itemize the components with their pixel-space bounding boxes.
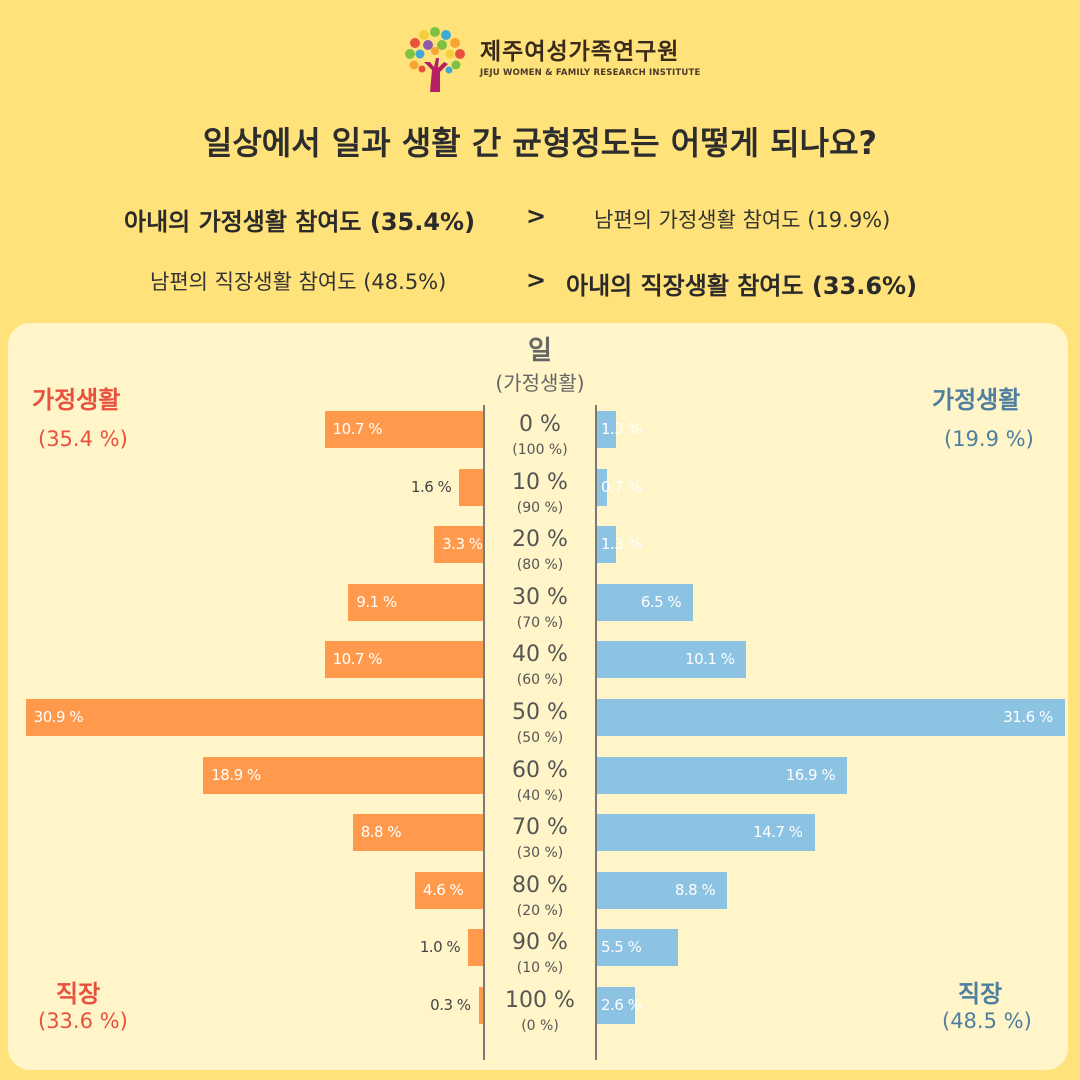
- right-bar: [597, 987, 636, 1024]
- left-bar: [459, 468, 483, 506]
- category-label: 30 %: [512, 584, 568, 610]
- category-sublabel: (20 %): [516, 902, 564, 919]
- right-bar: [597, 526, 617, 564]
- right-bar: [597, 641, 747, 679]
- right-top-percent: (19.9 %): [944, 427, 1034, 451]
- category-sublabel: (50 %): [516, 730, 564, 746]
- left-bar: [468, 929, 483, 967]
- left-bar-label: 0.3 %: [430, 996, 471, 1014]
- right-bar-label: 10.1 %: [685, 650, 735, 669]
- right-bar: [597, 468, 608, 506]
- comparison-2-operator: >: [526, 266, 547, 294]
- left-bar: [434, 526, 483, 564]
- left-bar: [324, 411, 483, 448]
- left-bar-label: 1.6 %: [410, 477, 452, 496]
- left-bar: [324, 641, 483, 679]
- category-label: 70 %: [512, 815, 568, 841]
- tree-logo-icon: [405, 27, 465, 92]
- left-bottom-percent: (33.6 %): [38, 1009, 128, 1033]
- axis-subtitle: (가정생활): [495, 371, 585, 395]
- category-sublabel: (70 %): [516, 614, 564, 631]
- category-sublabel: (60 %): [516, 672, 564, 689]
- left-bottom-label: 직장: [56, 980, 101, 1008]
- institute-subtitle: JEJU WOMEN & FAMILY RESEARCH INSTITUTE: [480, 68, 701, 78]
- left-bar: [478, 987, 483, 1024]
- category-label: 0 %: [519, 412, 561, 437]
- right-bar: [597, 814, 815, 852]
- left-axis-line: [483, 405, 485, 1060]
- category-sublabel: (30 %): [516, 845, 564, 862]
- category-label: 40 %: [512, 642, 568, 668]
- right-bar-label: 6.5 %: [640, 592, 682, 611]
- left-bar-label: 30.9 %: [33, 708, 84, 726]
- axis-title: 일: [528, 336, 552, 366]
- left-bar-label: 10.7 %: [332, 420, 383, 438]
- right-bar-label: 16.9 %: [785, 765, 836, 784]
- right-axis-line: [595, 405, 597, 1060]
- institute-name: 제주여성가족연구원: [480, 39, 680, 65]
- right-bar-label: 2.6 %: [601, 996, 642, 1014]
- comparison-1-left: 아내의 가정생활 참여도 (35.4%): [124, 208, 476, 236]
- right-bar: [597, 929, 679, 967]
- left-bar: [203, 756, 483, 794]
- category-label: 20 %: [512, 527, 568, 553]
- comparison-1-operator: >: [526, 202, 547, 230]
- category-label: 80 %: [512, 872, 568, 898]
- right-bar: [597, 699, 1065, 736]
- right-bar-label: 31.6 %: [1003, 708, 1053, 726]
- comparison-2-right: 아내의 직장생활 참여도 (33.6%): [566, 272, 918, 300]
- comparison-2-left: 남편의 직장생활 참여도 (48.5%): [150, 270, 447, 294]
- left-bar: [352, 814, 483, 852]
- chart-panel: [8, 323, 1068, 1070]
- category-sublabel: (80 %): [516, 557, 564, 574]
- left-bar-label: 9.1 %: [356, 592, 397, 611]
- left-bar: [25, 699, 483, 736]
- category-sublabel: (40 %): [516, 787, 564, 804]
- right-bar-label: 8.8 %: [674, 880, 716, 899]
- institute-logo: 제주여성가족연구원 JEJU WOMEN & FAMILY RESEARCH I…: [400, 22, 700, 94]
- category-label: 60 %: [512, 757, 568, 783]
- comparison-1-right: 남편의 가정생활 참여도 (19.9%): [594, 208, 891, 232]
- page-title: 일상에서 일과 생활 간 균형정도는 어떻게 되나요?: [202, 124, 878, 162]
- category-sublabel: (10 %): [516, 960, 564, 977]
- right-bottom-label: 직장: [958, 980, 1003, 1008]
- left-top-label: 가정생활: [32, 386, 121, 414]
- category-label: 10 %: [512, 469, 568, 495]
- left-bar-label: 1.0 %: [419, 938, 461, 957]
- right-bar: [597, 871, 728, 909]
- left-bar-label: 3.3 %: [442, 535, 483, 554]
- left-bar-label: 18.9 %: [211, 765, 261, 784]
- left-bar: [414, 871, 483, 909]
- left-bar-label: 4.6 %: [422, 880, 464, 899]
- right-top-label: 가정생활: [932, 386, 1021, 414]
- left-bar: [348, 583, 483, 621]
- category-sublabel: (90 %): [516, 499, 564, 516]
- right-bar-label: 14.7 %: [753, 823, 803, 842]
- category-label: 90 %: [512, 930, 568, 956]
- right-bar: [597, 756, 848, 794]
- left-bar-label: 8.8 %: [360, 823, 402, 842]
- right-bar-label: 0.7 %: [601, 477, 642, 496]
- right-bar-label: 1.3 %: [601, 420, 642, 438]
- right-bar: [597, 411, 617, 448]
- right-bottom-percent: (48.5 %): [942, 1009, 1032, 1033]
- right-bar-label: 5.5 %: [601, 938, 642, 957]
- category-sublabel: (100 %): [512, 442, 568, 458]
- left-bar-label: 10.7 %: [332, 650, 383, 669]
- category-sublabel: (0 %): [521, 1018, 559, 1034]
- category-label: 100 %: [505, 988, 575, 1013]
- category-label: 50 %: [512, 700, 568, 725]
- left-top-percent: (35.4 %): [38, 427, 128, 451]
- right-bar: [597, 583, 694, 621]
- right-bar-label: 1.3 %: [601, 535, 642, 554]
